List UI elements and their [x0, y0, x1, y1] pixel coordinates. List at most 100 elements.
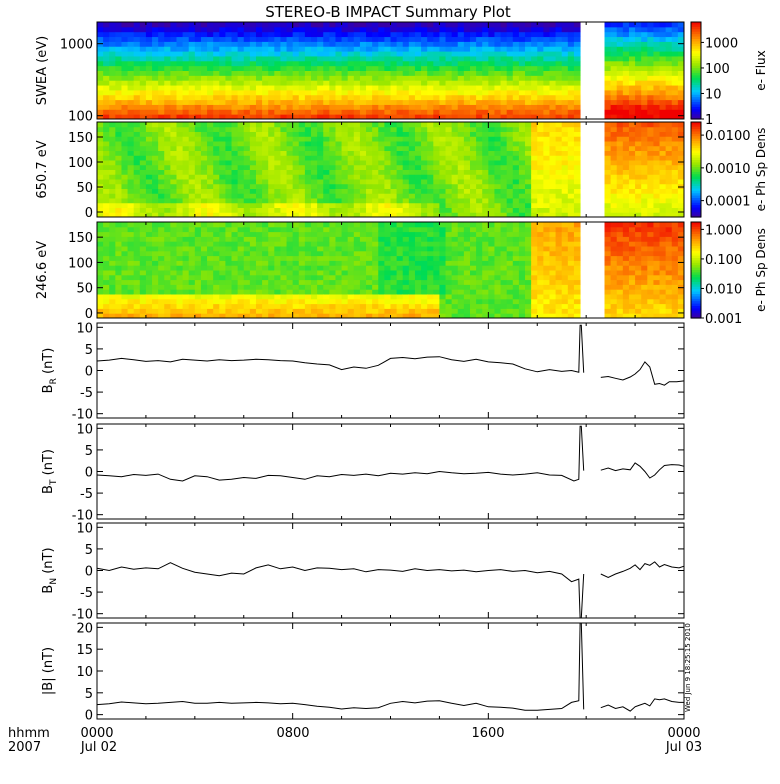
spectrogram-cell [568, 109, 575, 114]
spectrogram-cell [323, 184, 330, 189]
spectrogram-cell [109, 155, 116, 160]
spectrogram-cell [391, 232, 398, 237]
spectrogram-cell [666, 132, 673, 137]
spectrogram-cell [660, 184, 667, 189]
spectrogram-cell [421, 90, 428, 95]
spectrogram-cell [482, 174, 489, 179]
spectrogram-cell [189, 174, 196, 179]
spectrogram-cell [574, 71, 581, 76]
spectrogram-cell [317, 85, 324, 90]
spectrogram-cell [128, 151, 135, 156]
spectrogram-cell [470, 151, 477, 156]
spectrogram-cell [672, 46, 679, 51]
spectrogram-cell [360, 22, 367, 27]
spectrogram-cell [342, 100, 349, 105]
spectrogram-cell [164, 85, 171, 90]
spectrogram-cell [666, 95, 673, 100]
spectrogram-cell [397, 141, 404, 146]
colorbar-tick-label: 1000 [705, 36, 738, 51]
spectrogram-cell [342, 104, 349, 109]
spectrogram-cell [409, 184, 416, 189]
spectrogram-cell [531, 56, 538, 61]
spectrogram-cell [421, 85, 428, 90]
spectrogram-cell [531, 203, 538, 208]
spectrogram-cell [672, 32, 679, 37]
spectrogram-cell [653, 32, 660, 37]
spectrogram-cell [219, 189, 226, 194]
spectrogram-cell [501, 80, 508, 85]
spectrogram-cell [635, 208, 642, 213]
spectrogram-cell [458, 265, 465, 270]
spectrogram-cell [250, 122, 257, 127]
spectrogram-cell [476, 179, 483, 184]
spectrogram-cell [378, 51, 385, 56]
spectrogram-cell [250, 284, 257, 289]
spectrogram-cell [219, 160, 226, 165]
spectrogram-cell [268, 260, 275, 265]
spectrogram-cell [280, 75, 287, 80]
spectrogram-cell [342, 222, 349, 227]
spectrogram-cell [556, 104, 563, 109]
spectrogram-cell [274, 198, 281, 203]
spectrogram-cell [238, 308, 245, 313]
spectrogram-cell [391, 90, 398, 95]
spectrogram-cell [537, 51, 544, 56]
spectrogram-cell [213, 32, 220, 37]
spectrogram-cell [238, 251, 245, 256]
spectrogram-cell [164, 27, 171, 32]
spectrogram-cell [519, 95, 526, 100]
spectrogram-cell [244, 170, 251, 175]
spectrogram-cell [293, 51, 300, 56]
spectrogram-cell [176, 251, 183, 256]
spectrogram-cell [244, 27, 251, 32]
spectrogram-cell [195, 141, 202, 146]
spectrogram-cell [458, 32, 465, 37]
spectrogram-cell [507, 71, 514, 76]
spectrogram-cell [415, 232, 422, 237]
spectrogram-cell [458, 299, 465, 304]
spectrogram-cell [409, 256, 416, 261]
spectrogram-cell [519, 146, 526, 151]
spectrogram-cell [128, 37, 135, 42]
spectrogram-cell [501, 51, 508, 56]
spectrogram-cell [427, 132, 434, 137]
spectrogram-cell [494, 146, 501, 151]
spectrogram-cell [329, 184, 336, 189]
spectrogram-cell [262, 22, 269, 27]
spectrogram-cell [274, 241, 281, 246]
spectrogram-cell [384, 151, 391, 156]
spectrogram-cell [482, 155, 489, 160]
spectrogram-cell [238, 179, 245, 184]
spectrogram-cell [335, 294, 342, 299]
spectrogram-cell [128, 170, 135, 175]
spectrogram-cell [562, 56, 569, 61]
spectrogram-cell [629, 90, 636, 95]
spectrogram-cell [176, 160, 183, 165]
spectrogram-cell [617, 104, 624, 109]
spectrogram-cell [195, 275, 202, 280]
spectrogram-cell [219, 146, 226, 151]
spectrogram-cell [611, 122, 618, 127]
spectrogram-cell [121, 256, 128, 261]
spectrogram-cell [354, 265, 361, 270]
spectrogram-cell [409, 198, 416, 203]
spectrogram-cell [158, 85, 165, 90]
spectrogram-cell [342, 232, 349, 237]
spectrogram-cell [329, 66, 336, 71]
spectrogram-cell [323, 66, 330, 71]
spectrogram-cell [494, 46, 501, 51]
spectrogram-cell [164, 189, 171, 194]
spectrogram-cell [452, 122, 459, 127]
spectrogram-cell [225, 100, 232, 105]
spectrogram-cell [519, 61, 526, 66]
spectrogram-cell [335, 241, 342, 246]
spectrogram-cell [409, 66, 416, 71]
spectrogram-cell [103, 246, 110, 251]
spectrogram-cell [446, 299, 453, 304]
spectrogram-cell [152, 203, 159, 208]
spectrogram-cell [189, 32, 196, 37]
spectrogram-cell [146, 100, 153, 105]
y-axis-label: 650.7 eV [35, 140, 50, 198]
spectrogram-cell [372, 80, 379, 85]
spectrogram-cell [360, 109, 367, 114]
